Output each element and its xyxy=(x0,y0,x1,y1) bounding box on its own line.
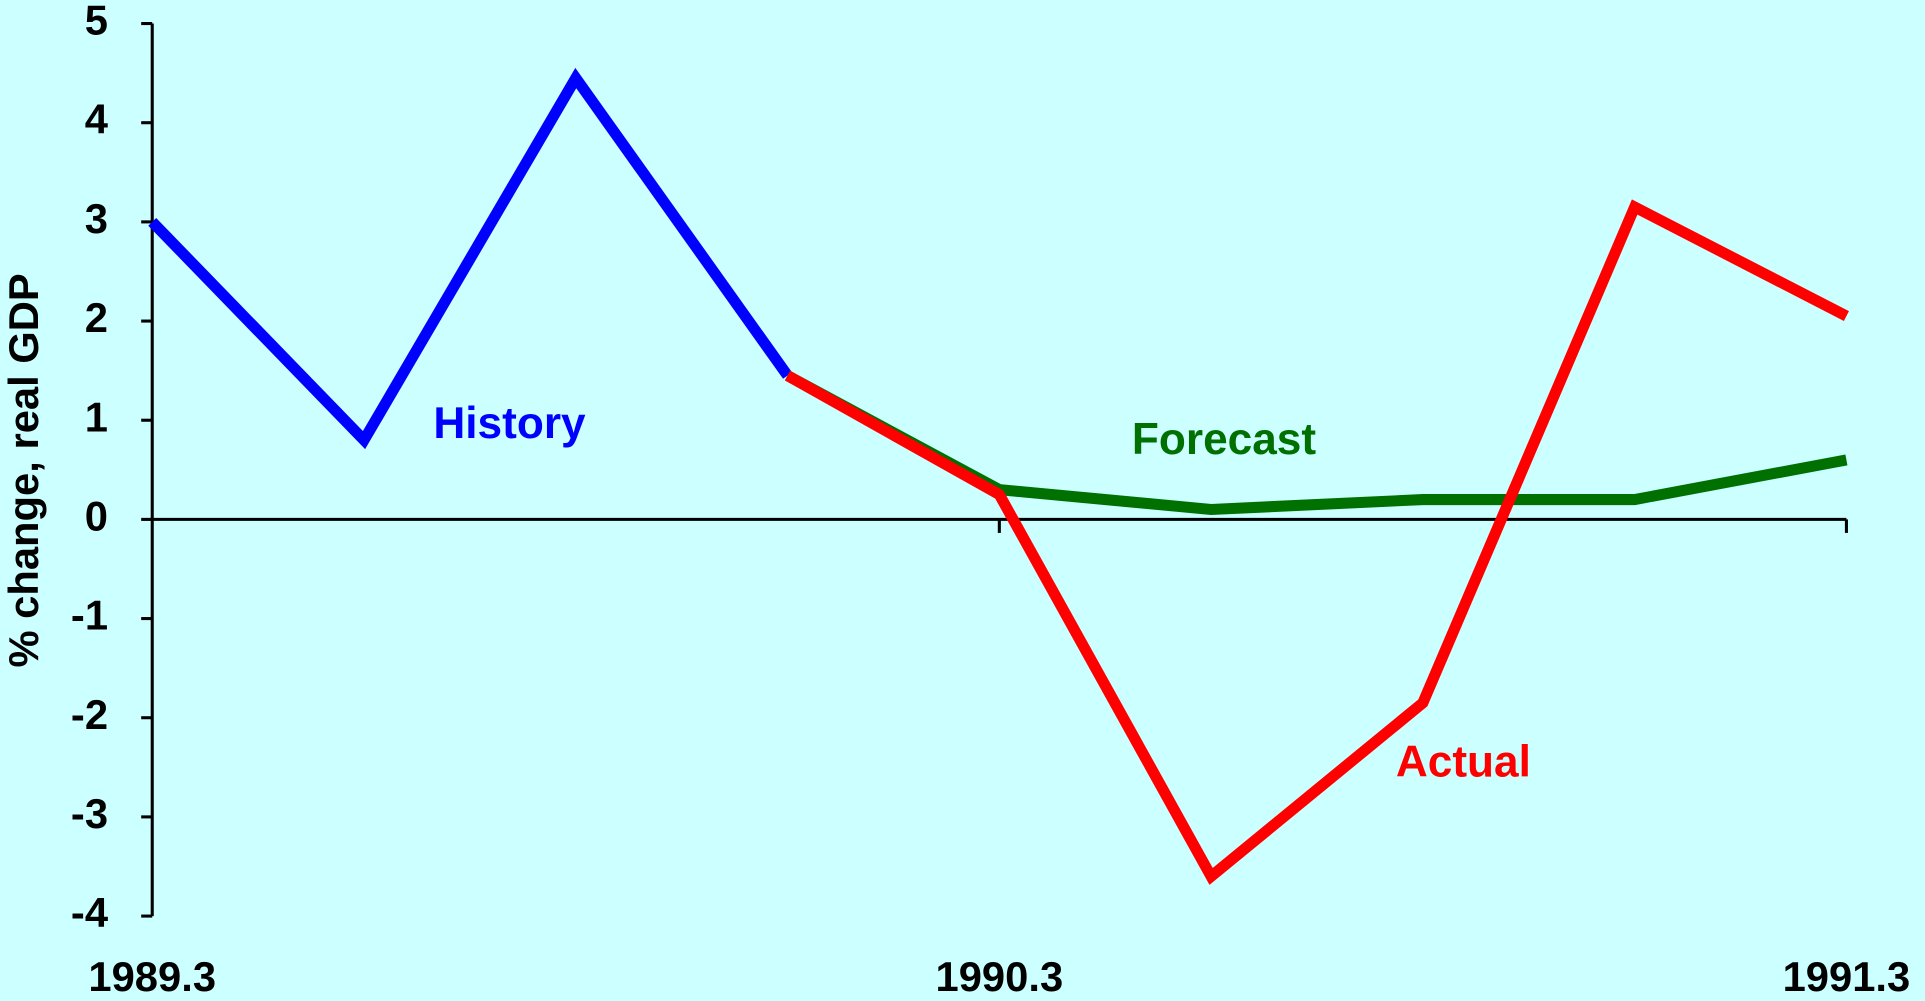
series-label: History xyxy=(433,399,586,448)
series-label: Forecast xyxy=(1132,415,1316,464)
y-tick-label: 1 xyxy=(85,393,108,440)
y-tick-label: 0 xyxy=(85,492,108,539)
y-tick-label: -1 xyxy=(71,592,108,639)
y-tick-label: 4 xyxy=(85,96,108,143)
y-tick-label: 2 xyxy=(85,294,108,341)
y-tick-label: 5 xyxy=(85,0,108,44)
y-tick-label: -3 xyxy=(71,790,108,837)
y-tick-label: -4 xyxy=(71,889,108,936)
y-tick-label: 3 xyxy=(85,195,108,242)
y-tick-label: -2 xyxy=(71,691,108,738)
series-line xyxy=(784,370,1848,516)
x-tick-label: 1989.3 xyxy=(88,953,216,1000)
x-tick-label: 1991.3 xyxy=(1783,953,1911,1000)
series-line xyxy=(148,67,793,450)
series-line xyxy=(784,199,1849,885)
series-label: Actual xyxy=(1396,738,1531,787)
x-tick-label: 1990.3 xyxy=(936,953,1064,1000)
y-axis-title: % change, real GDP xyxy=(0,273,47,667)
